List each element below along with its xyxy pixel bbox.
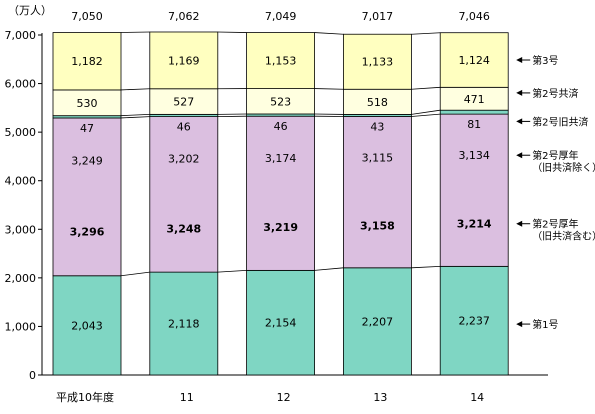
connector-line <box>411 110 440 114</box>
total-label: 7,017 <box>362 10 394 23</box>
value-label-series-2: 47 <box>80 122 94 135</box>
connector-line <box>411 87 440 89</box>
value-label-series-2: 81 <box>467 118 481 131</box>
total-label: 7,062 <box>168 10 200 23</box>
legend-arrow-head <box>516 152 522 158</box>
bar-segment-1 <box>440 114 508 266</box>
legend-label: 第2号共済 <box>532 87 578 100</box>
value-label-series-0: 2,043 <box>71 319 103 332</box>
value-label-series-1: 3,202 <box>168 153 200 166</box>
category-label: 13 <box>373 391 387 404</box>
category-label: 平成10年度 <box>56 390 114 404</box>
legend-arrow-head <box>516 118 522 124</box>
legend-label: 第2号旧共済 <box>532 115 588 128</box>
y-tick-label: 5,000 <box>5 126 37 139</box>
value-label-series-3: 471 <box>464 93 485 106</box>
value-label-series-4: 1,133 <box>362 56 394 69</box>
value-label-series-4: 1,182 <box>71 55 103 68</box>
value-label-series-2: 43 <box>370 121 384 134</box>
connector-line <box>121 117 150 118</box>
connector-line <box>218 270 247 272</box>
value-label-series-1: 3,134 <box>458 149 490 162</box>
legend-arrow-head <box>516 57 522 63</box>
y-tick-label: 4,000 <box>5 175 37 188</box>
value-label-series-4: 1,169 <box>168 54 200 67</box>
value-label-series-0: 2,154 <box>265 317 297 330</box>
bar-segment-2 <box>440 110 508 114</box>
connector-line <box>411 33 440 35</box>
value-label-series-1: 3,174 <box>265 152 297 165</box>
y-tick-label: 0 <box>29 369 36 382</box>
legend-arrow-head <box>516 221 522 227</box>
connector-line <box>121 114 150 115</box>
value-label-combined: 3,248 <box>166 223 201 236</box>
value-label-series-3: 523 <box>270 95 291 108</box>
value-label-series-0: 2,118 <box>168 318 200 331</box>
total-label: 7,046 <box>458 10 490 23</box>
bar-segment-1 <box>150 117 218 273</box>
connector-line <box>121 32 150 33</box>
legend-label: 第3号 <box>532 54 558 67</box>
value-label-series-3: 527 <box>173 96 194 109</box>
legend-arrow-head <box>516 321 522 327</box>
legend-label: （旧共済除く） <box>532 161 595 174</box>
y-tick-label: 1,000 <box>5 320 37 333</box>
unit-label: （万人） <box>8 4 52 17</box>
legend-label: （旧共済含む） <box>532 230 595 243</box>
y-tick-label: 3,000 <box>5 223 37 236</box>
value-label-combined: 3,214 <box>457 218 492 231</box>
category-label: 11 <box>180 391 194 404</box>
value-label-series-2: 46 <box>274 120 288 133</box>
bar-segment-1 <box>53 118 121 276</box>
bar-segment-1 <box>343 117 411 268</box>
value-label-combined: 3,219 <box>263 221 298 234</box>
category-label: 12 <box>277 391 291 404</box>
value-label-series-2: 46 <box>177 121 191 134</box>
value-label-series-3: 518 <box>367 96 388 109</box>
legend-label: 第2号厚年 <box>532 149 578 162</box>
legend-arrow-head <box>516 90 522 96</box>
y-tick-label: 7,000 <box>5 29 37 42</box>
y-tick-label: 2,000 <box>5 272 37 285</box>
legend-label: 第1号 <box>532 318 558 331</box>
bar-segment-1 <box>247 116 315 270</box>
connector-line <box>315 89 344 90</box>
y-tick-label: 6,000 <box>5 78 37 91</box>
value-label-series-1: 3,115 <box>362 151 394 164</box>
value-label-series-0: 2,207 <box>362 315 394 328</box>
connector-line <box>411 114 440 116</box>
connector-line <box>315 268 344 271</box>
value-label-series-4: 1,153 <box>265 55 297 68</box>
total-label: 7,050 <box>71 10 103 23</box>
value-label-series-1: 3,249 <box>71 155 103 168</box>
connector-line <box>121 89 150 90</box>
total-label: 7,049 <box>265 10 297 23</box>
value-label-series-3: 530 <box>77 97 98 110</box>
value-label-combined: 3,296 <box>70 226 105 239</box>
category-label: 14 <box>470 391 484 404</box>
legend-label: 第2号厚年 <box>532 218 578 231</box>
connector-line <box>315 33 344 35</box>
connector-line <box>411 266 440 267</box>
value-label-combined: 3,158 <box>360 219 395 232</box>
connector-line <box>121 272 150 276</box>
connector-line <box>218 32 247 33</box>
value-label-series-4: 1,124 <box>458 54 490 67</box>
value-label-series-0: 2,237 <box>458 315 490 328</box>
